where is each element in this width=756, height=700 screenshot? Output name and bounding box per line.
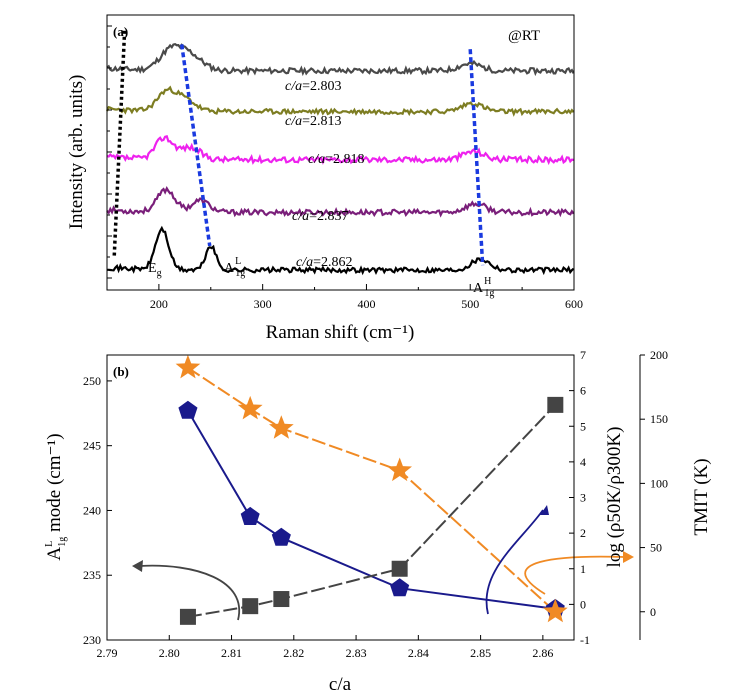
series-label-4: c/a=2.862	[296, 255, 353, 270]
panel-a-series-labels: c/a=2.803 c/a=2.813 c/a=2.818 c/a=2.837 c/a=…	[285, 79, 365, 270]
star-marker	[387, 457, 412, 482]
guide-line-0	[112, 29, 127, 256]
series-label-2: c/a=2.818	[308, 152, 365, 167]
right1-tick-label: -1	[580, 633, 590, 647]
star-marker	[543, 598, 568, 623]
left-tick-label: 240	[83, 503, 101, 517]
left-tick-label: 245	[83, 439, 101, 453]
spectrum-line-1	[105, 85, 575, 117]
right1-tick-label: 0	[580, 597, 586, 611]
panel-a-label: (a)	[113, 24, 128, 39]
x-tick-label: 200	[150, 297, 168, 311]
x-tick-label: 2.81	[221, 646, 242, 660]
panel-b-markers	[175, 354, 568, 625]
right1-tick-label: 6	[580, 384, 586, 398]
x-tick-label: 500	[461, 297, 479, 311]
panel-a-xlabel: Raman shift (cm⁻¹)	[266, 322, 415, 343]
spectrum-line-0	[106, 43, 575, 77]
panel-b-xlabel: c/a	[329, 674, 352, 695]
arrow-to-right2-axis	[524, 555, 626, 595]
x-tick-label: 2.79	[97, 646, 118, 660]
x-tick-label: 2.80	[159, 646, 180, 660]
peak-label-a1g-l: AL 1g	[224, 256, 245, 279]
series-line-0	[187, 410, 556, 610]
arrows	[132, 505, 634, 621]
panel-b-chart: 2.79 2.80 2.81 2.82 2.83 2.84 2.85 2.86 2302352…	[44, 348, 712, 695]
panel-b-x-ticks: 2.79 2.80 2.81 2.82 2.83 2.84 2.85 2.86	[97, 635, 553, 660]
arrow-to-left-axis-head	[132, 560, 143, 572]
right2-tick-label: 100	[650, 476, 668, 490]
square-marker	[273, 591, 290, 608]
peak-label-eg: Eg	[148, 261, 162, 279]
arrow-to-right2-axis-head	[623, 551, 634, 563]
x-tick-label: 300	[254, 297, 272, 311]
arrow-to-right1-axis	[485, 509, 544, 615]
right2-tick-label: 200	[650, 348, 668, 362]
x-tick-label: 2.84	[408, 646, 429, 660]
star-marker	[175, 354, 201, 379]
spectrum-line-3	[106, 186, 575, 218]
x-tick-label: 600	[565, 297, 583, 311]
panel-b-ylabel-right2: TMIT (K)	[691, 458, 712, 535]
peak-label-a1g-h: AH 1g	[473, 276, 494, 299]
pentagon-marker	[240, 506, 260, 525]
panel-b-right1-ticks: -1 0 1 2 3 4 5 6 7	[569, 348, 590, 647]
arrow-to-right1-axis-head	[540, 505, 549, 515]
panel-a-spectra	[105, 43, 575, 276]
x-tick-label: 2.82	[283, 646, 304, 660]
pentagon-marker	[390, 578, 410, 597]
series-line-1	[187, 404, 557, 618]
left-tick-label: 235	[83, 568, 101, 582]
left-tick-label: 250	[83, 374, 101, 388]
square-marker	[179, 608, 196, 625]
right1-tick-label: 4	[580, 455, 586, 469]
star-marker	[269, 415, 294, 439]
panel-b-left-ticks: 230 235 240 245 250	[83, 374, 112, 647]
right1-tick-label: 1	[580, 562, 586, 576]
right2-tick-label: 0	[650, 605, 656, 619]
square-marker	[547, 396, 564, 413]
series-label-0: c/a=2.803	[285, 79, 342, 94]
series-label-3: c/a=2.837	[292, 209, 349, 224]
panel-b-ylabel-right1: log (ρ50K/ρ300K)	[604, 427, 625, 568]
right1-tick-label: 2	[580, 526, 586, 540]
panel-a-guide-lines	[112, 29, 485, 266]
star-marker	[237, 395, 263, 420]
panel-b-label: (b)	[113, 364, 129, 379]
pentagon-marker	[178, 400, 198, 419]
guide-line-2	[468, 49, 485, 266]
annotation-rt: @RT	[508, 28, 540, 44]
panel-a-y-ticks	[107, 25, 112, 279]
left-tick-label: 230	[83, 633, 101, 647]
pentagon-marker	[271, 527, 291, 546]
square-marker	[391, 560, 408, 577]
panel-b-ylabel-left: AL 1g mode (cm⁻¹)	[44, 433, 68, 560]
panel-a-x-ticks: 200 300 400 500 600	[106, 284, 583, 311]
guide-line-1	[179, 44, 212, 247]
series-label-1: c/a=2.813	[285, 114, 342, 129]
x-tick-label: 2.85	[470, 646, 491, 660]
x-tick-label: 2.83	[346, 646, 367, 660]
x-tick-label: 2.86	[532, 646, 553, 660]
right2-tick-label: 150	[650, 412, 668, 426]
panel-b-frame	[106, 354, 575, 641]
square-marker	[242, 598, 259, 615]
right1-tick-label: 7	[580, 348, 586, 362]
x-tick-label: 400	[357, 297, 375, 311]
panel-a-chart: 200 300 400 500 600 (a) @RT Raman shift (cm⁻…	[66, 14, 583, 343]
right2-tick-label: 50	[650, 541, 662, 555]
arrow-to-left-axis	[139, 564, 241, 621]
panel-b-right2-ticks: 0 50 100 150 200	[640, 348, 668, 619]
spectrum-line-4	[107, 225, 575, 276]
spectrum-line-2	[106, 134, 574, 166]
right1-tick-label: 5	[580, 419, 586, 433]
right1-tick-label: 3	[580, 491, 586, 505]
panel-a-ylabel: Intensity (arb. units)	[66, 75, 87, 230]
